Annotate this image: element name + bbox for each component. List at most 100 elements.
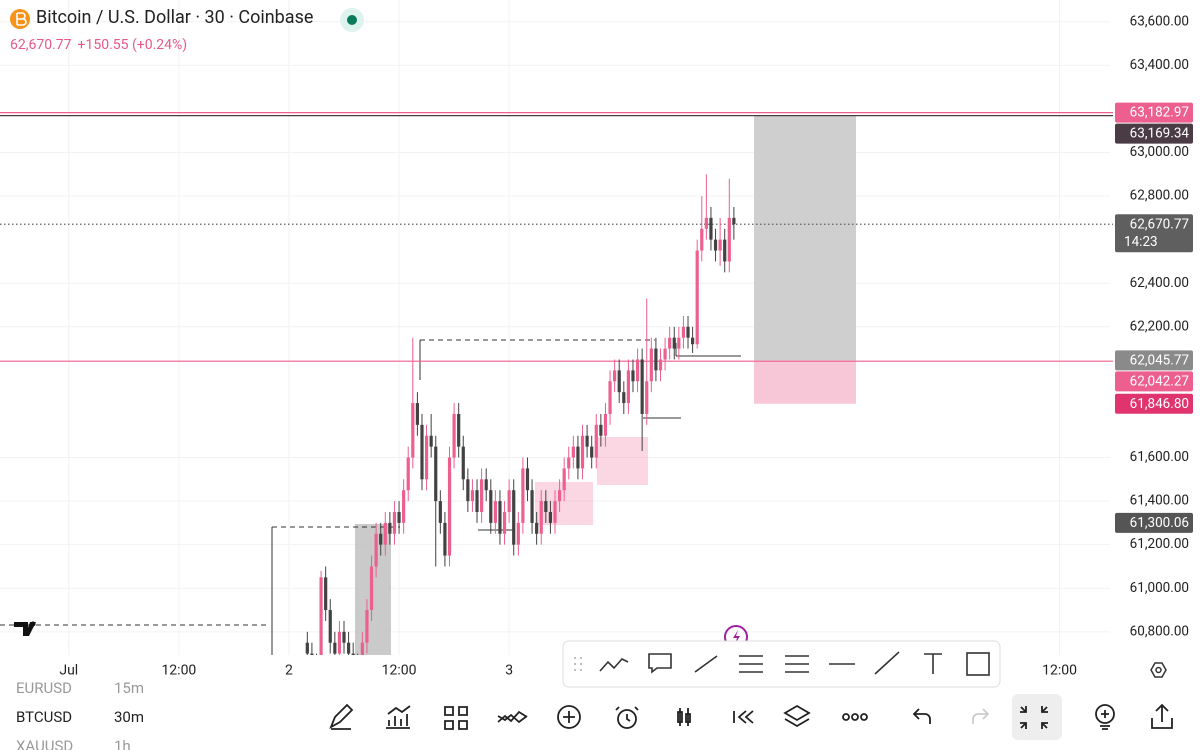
btn-ideas-base xyxy=(1100,710,1110,730)
tool-sticky-level[interactable] xyxy=(739,655,763,673)
btn-more-dot xyxy=(851,713,859,721)
btn-undo[interactable] xyxy=(912,708,931,724)
candle-body xyxy=(663,348,667,360)
price-tag xyxy=(1115,393,1193,414)
watch-row[interactable]: EURUSD 15m xyxy=(16,682,144,697)
candle-body xyxy=(443,522,447,556)
candle-body xyxy=(360,642,364,655)
drawings xyxy=(0,115,856,655)
candle-body xyxy=(305,642,309,654)
btn-compare[interactable] xyxy=(497,710,528,724)
candle-body xyxy=(502,511,507,534)
y-tick-label: 61,400.00 xyxy=(1130,493,1189,509)
candle-body xyxy=(420,424,424,480)
candle-body xyxy=(369,566,374,611)
candle-body xyxy=(466,479,470,502)
y-tick-label: 62,800.00 xyxy=(1130,188,1189,204)
y-tick-label: 62,400.00 xyxy=(1130,275,1189,291)
tool-callout[interactable] xyxy=(648,653,672,674)
candle-body xyxy=(447,457,452,556)
candle-body xyxy=(310,653,314,655)
candle-body xyxy=(484,479,488,491)
btn-layouts[interactable] xyxy=(444,706,468,730)
chart: 63,600.00 63,400.00 63,000.00 62,800.00 62,4… xyxy=(0,0,1193,688)
candle-body xyxy=(493,501,497,523)
btn-redo[interactable] xyxy=(972,708,990,724)
candle-body xyxy=(608,381,612,414)
symbol-title: Bitcoin / U.S. Dollar · 30 · Coinbase xyxy=(36,7,314,28)
watch-interval: 1h xyxy=(114,737,131,750)
watch-row[interactable]: BTCUSD 30m xyxy=(16,708,144,726)
candle-body xyxy=(457,413,461,447)
tool-pattern[interactable] xyxy=(599,658,629,672)
price-tag xyxy=(1115,214,1193,253)
candle-body xyxy=(498,501,502,534)
btn-objects[interactable] xyxy=(783,704,811,728)
x-tick-label: 3 xyxy=(505,663,513,679)
logo-dot xyxy=(30,621,36,627)
quote-line: 62,670.77 +150.55 (+0.24%) xyxy=(10,37,187,53)
candle-body xyxy=(732,217,736,225)
btn-share[interactable] xyxy=(1151,703,1173,729)
candle-body xyxy=(328,610,332,643)
tool-rectangle[interactable] xyxy=(966,652,990,676)
x-tick-label: 12:00 xyxy=(382,663,417,679)
order-block xyxy=(597,437,648,485)
candle-body xyxy=(452,413,456,458)
candle-body xyxy=(535,522,539,534)
price-lines xyxy=(0,112,1113,362)
candle-body xyxy=(434,446,438,502)
tool-trendline[interactable] xyxy=(694,655,718,673)
watch-interval: 30m xyxy=(114,708,145,726)
tool-long-level[interactable] xyxy=(785,655,809,673)
btn-ideas[interactable] xyxy=(1095,704,1115,724)
candle-body xyxy=(686,326,690,338)
candle-body xyxy=(567,457,571,469)
candle-body xyxy=(613,370,617,382)
candle-body xyxy=(658,359,663,371)
drawing-toolbar xyxy=(562,640,1001,688)
candle-body xyxy=(580,435,585,469)
btn-indicators[interactable] xyxy=(386,705,411,729)
candle-body xyxy=(571,446,575,458)
candle-body xyxy=(626,370,630,404)
btn-chart-type[interactable] xyxy=(677,708,691,726)
tool-line[interactable] xyxy=(874,651,900,675)
toolbar-grip[interactable] xyxy=(574,657,582,671)
bottom-toolbar xyxy=(329,694,1173,740)
watch-symbol: BTCUSD xyxy=(16,708,73,726)
candle-body xyxy=(319,577,323,655)
candle-body xyxy=(617,370,621,393)
x-tick-label: 12:00 xyxy=(1042,663,1077,679)
candle-body xyxy=(388,522,392,534)
price-tag-label: 62,045.77 xyxy=(1130,352,1189,368)
candle-body xyxy=(512,490,516,545)
candle-body xyxy=(557,490,562,502)
watch-row[interactable]: XAUUSD 1h xyxy=(16,737,131,750)
candle-body xyxy=(315,664,318,675)
candle-body xyxy=(333,642,337,654)
price-tag xyxy=(1115,123,1193,144)
btn-add[interactable] xyxy=(557,705,581,729)
btc-glyph xyxy=(16,12,27,26)
candle-body xyxy=(713,239,718,251)
candle-body xyxy=(365,610,369,643)
candle-body xyxy=(700,228,704,251)
logo-mark xyxy=(14,622,36,636)
tool-text[interactable] xyxy=(924,653,942,674)
candle-body xyxy=(640,359,644,414)
candle-body xyxy=(553,501,557,523)
price-change: +150.55 (+0.24%) xyxy=(77,37,188,53)
btn-alert[interactable] xyxy=(617,709,637,729)
candle-body xyxy=(654,348,658,371)
btn-fullscreen[interactable] xyxy=(1020,706,1048,729)
btn-replay[interactable] xyxy=(733,710,754,724)
candle-body xyxy=(727,217,731,262)
candle-body xyxy=(470,490,475,502)
btn-more[interactable] xyxy=(842,713,850,721)
btn-draw[interactable] xyxy=(329,703,354,730)
candle-body xyxy=(631,370,635,382)
candle-body xyxy=(594,424,598,458)
settings-icon[interactable] xyxy=(1150,662,1167,678)
